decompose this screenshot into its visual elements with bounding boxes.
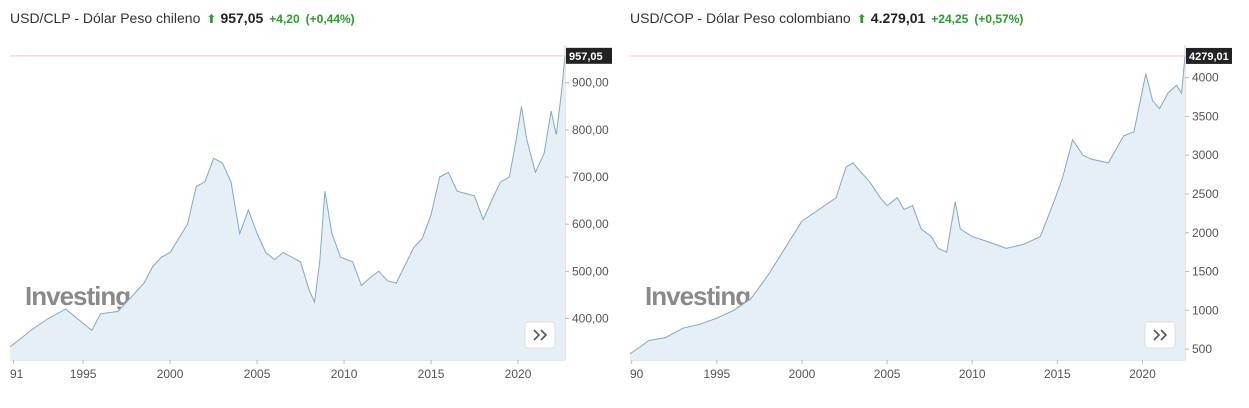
y-tick-label: 1000 bbox=[1192, 303, 1219, 317]
change-percent: (+0,44%) bbox=[306, 12, 355, 26]
y-tick-label: 700,00 bbox=[572, 170, 609, 184]
x-tick-label: 91 bbox=[10, 367, 24, 381]
x-tick-label: 2000 bbox=[789, 367, 816, 381]
x-tick-label: 2020 bbox=[505, 367, 532, 381]
chart-panel: USD/COP - Dólar Peso colombiano ⬆ 4.279,01… bbox=[629, 10, 1232, 381]
price-line bbox=[9, 55, 566, 348]
expand-icon[interactable] bbox=[1153, 329, 1168, 341]
y-tick-label: 2500 bbox=[1192, 187, 1219, 201]
last-price-label: 4279,01 bbox=[1189, 51, 1229, 63]
x-tick-label: 2005 bbox=[874, 367, 901, 381]
last-price-box bbox=[566, 47, 612, 64]
y-tick-label: 4000 bbox=[1192, 71, 1219, 85]
y-tick-label: 500 bbox=[1192, 342, 1212, 356]
y-tick-label: 3500 bbox=[1192, 109, 1219, 123]
x-tick-label: 2015 bbox=[418, 367, 445, 381]
watermark-brand: Investing bbox=[645, 281, 750, 311]
x-tick-label: 2010 bbox=[331, 367, 358, 381]
y-tick-label: 3000 bbox=[1192, 148, 1219, 162]
up-arrow: ⬆ bbox=[206, 12, 216, 26]
y-tick-label: 500,00 bbox=[572, 264, 609, 278]
x-tick-label: 1995 bbox=[703, 367, 730, 381]
chart-header: USD/COP - Dólar Peso colombiano ⬆ 4.279,01… bbox=[630, 10, 1023, 26]
y-tick-label: 900,00 bbox=[572, 76, 609, 90]
chart-title: USD/CLP - Dólar Peso chileno bbox=[10, 10, 201, 26]
change: +4,20 bbox=[269, 12, 300, 26]
last-price-box bbox=[1186, 47, 1232, 64]
x-tick-label: 2000 bbox=[157, 367, 184, 381]
price: 4.279,01 bbox=[871, 10, 926, 26]
expand-button[interactable] bbox=[524, 321, 556, 349]
watermark-brand: Investing bbox=[25, 281, 130, 311]
price-line bbox=[629, 55, 1186, 355]
change-percent: (+0,57%) bbox=[974, 12, 1023, 26]
chart-panel: USD/CLP - Dólar Peso chileno ⬆ 957,05 +4,20… bbox=[9, 10, 612, 381]
chart-header: USD/CLP - Dólar Peso chileno ⬆ 957,05 +4,20… bbox=[10, 10, 355, 26]
x-tick-label: 90 bbox=[630, 367, 644, 381]
y-tick-label: 2000 bbox=[1192, 226, 1219, 240]
y-tick-label: 1500 bbox=[1192, 265, 1219, 279]
y-tick-label: 400,00 bbox=[572, 312, 609, 326]
expand-button[interactable] bbox=[1144, 321, 1176, 349]
up-arrow: ⬆ bbox=[857, 12, 867, 26]
chart-title: USD/COP - Dólar Peso colombiano bbox=[630, 10, 851, 26]
change: +24,25 bbox=[931, 12, 968, 26]
expand-icon[interactable] bbox=[533, 329, 548, 341]
x-tick-label: 2020 bbox=[1129, 367, 1156, 381]
x-tick-label: 2010 bbox=[959, 367, 986, 381]
x-tick-label: 1995 bbox=[70, 367, 97, 381]
area-fill bbox=[10, 55, 565, 361]
y-tick-label: 600,00 bbox=[572, 217, 609, 231]
x-tick-label: 2015 bbox=[1044, 367, 1071, 381]
x-tick-label: 2005 bbox=[244, 367, 271, 381]
price: 957,05 bbox=[220, 10, 263, 26]
last-price-label: 957,05 bbox=[569, 51, 603, 63]
y-tick-label: 800,00 bbox=[572, 123, 609, 137]
